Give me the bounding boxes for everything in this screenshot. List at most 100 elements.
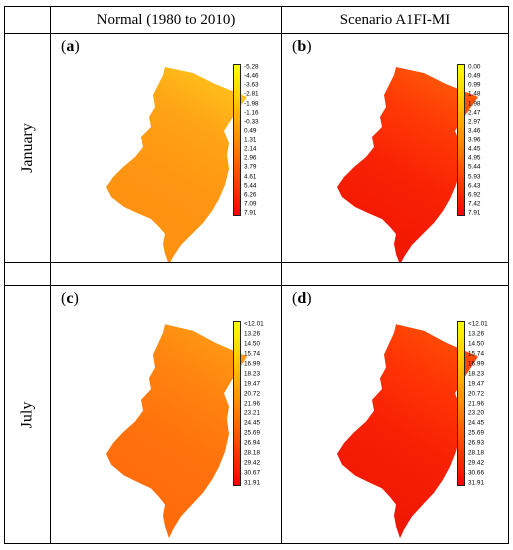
legend-tick-label: -1.16 (244, 109, 259, 117)
legend-tick-label: <12.01 (244, 320, 264, 328)
legend-tick-label: 16.99 (244, 360, 260, 368)
legend-tick-label: 1.48 (468, 90, 481, 98)
legend-tick-label: 3.79 (244, 163, 257, 171)
legend-tick-label: 6.43 (468, 182, 481, 190)
legend-tick-label: 1.98 (468, 100, 481, 107)
new-jersey-shape (106, 67, 247, 262)
new-jersey-shape (106, 324, 247, 539)
row-divider (5, 285, 508, 286)
legend-tick-label: 5.44 (468, 163, 481, 171)
row-label-january: January (18, 123, 36, 173)
legend-tick-label: 18.23 (244, 370, 260, 378)
legend-tick-label: 26.94 (244, 439, 260, 447)
legend-tick-label: 25.69 (244, 429, 260, 437)
legend-tick-label: <12.01 (468, 320, 488, 328)
panel-label: (c) (61, 290, 79, 307)
color-legend: 0.00 0.49 0.99 1.48 1.98 2.47 2.97 3.46 3.96 4.45… (457, 63, 501, 217)
legend-tick-label: 4.95 (468, 154, 481, 162)
legend-tick-label: -5.28 (244, 63, 259, 71)
legend-tick-label: 6.92 (468, 191, 481, 199)
new-jersey-shape (337, 324, 478, 539)
legend-tick-label: 4.45 (468, 145, 481, 153)
panel-label: (a) (61, 38, 80, 55)
legend-tick-label: -0.33 (244, 118, 259, 126)
legend-tick-label: 24.45 (468, 419, 484, 427)
legend-color-bar (233, 64, 241, 216)
legend-tick-label: 6.26 (244, 191, 257, 199)
legend-tick-label: 7.91 (244, 209, 257, 217)
legend-color-bar (457, 321, 465, 486)
legend-tick-label: 23.21 (244, 409, 260, 417)
state-map-svg (337, 324, 478, 539)
legend-tick-label: 13.26 (468, 330, 484, 338)
legend-tick-label: 26.93 (468, 439, 484, 447)
legend-tick-label: 14.50 (244, 340, 260, 348)
legend-tick-label: 28.18 (468, 449, 484, 457)
legend-tick-label: 28.18 (244, 449, 260, 457)
legend-tick-label: 24.45 (244, 419, 260, 427)
legend-tick-label: -3.63 (244, 81, 259, 89)
legend-tick-label: 29.42 (468, 459, 484, 467)
legend-tick-label: -2.81 (244, 90, 259, 98)
legend-tick-label: 23.20 (468, 409, 484, 417)
map-panel-d: (d) <12.01 13.26 14.50 15.74 16.99 18.23 19.47 2… (282, 286, 511, 543)
map-panel-c: (c) <12.01 13.26 14.50 15.74 16.99 18.23 19.47 2… (51, 286, 280, 543)
legend-tick-label: 21.96 (468, 400, 484, 407)
legend-tick-label: 30.67 (244, 469, 260, 477)
legend-tick-label: 7.42 (468, 200, 481, 208)
legend-tick-label: 5.93 (468, 173, 481, 180)
color-legend: <12.01 13.26 14.50 15.74 16.99 18.23 19.47 20.7… (233, 320, 277, 487)
map-panel-a: (a) -5.28 -4.46 -3.63 -2.81 -1.98 -1.16 -0.33 0.… (51, 34, 280, 262)
legend-tick-label: 21.96 (244, 400, 260, 407)
legend-tick-label: 2.14 (244, 145, 257, 153)
legend-tick-label: 18.23 (468, 370, 484, 378)
legend-tick-label: 19.47 (468, 380, 484, 388)
panel-label: (d) (292, 290, 312, 307)
legend-tick-label: 16.99 (468, 360, 484, 368)
column-header-scenario: Scenario A1FI-MI (339, 11, 451, 28)
legend-tick-label: 13.26 (244, 330, 260, 338)
state-map-svg (106, 324, 247, 539)
map-panel-b: (b) 0.00 0.49 0.99 1.48 1.98 2.47 2.97 3.46 3.96 4… (282, 34, 511, 262)
header-divider (5, 33, 508, 34)
column-header-normal: Normal (1980 to 2010) (96, 11, 236, 28)
legend-tick-label: 7.91 (468, 209, 481, 217)
state-map-svg (106, 67, 247, 262)
column-divider (50, 7, 51, 543)
legend-tick-label: 2.47 (468, 109, 481, 117)
figure-table: Normal (1980 to 2010) Scenario A1FI-MI J… (4, 6, 509, 544)
legend-tick-label: 3.46 (468, 127, 481, 135)
legend-tick-label: 14.50 (468, 340, 484, 348)
legend-tick-label: 5.44 (244, 182, 257, 190)
legend-tick-label: 20.72 (468, 390, 484, 398)
legend-color-bar (233, 321, 241, 486)
legend-tick-label: 2.96 (244, 154, 257, 162)
column-divider (281, 7, 282, 543)
row-divider (5, 262, 508, 263)
legend-tick-label: 0.49 (244, 127, 257, 135)
legend-tick-label: 0.49 (468, 72, 481, 80)
legend-tick-label: 29.42 (244, 459, 260, 467)
color-legend: -5.28 -4.46 -3.63 -2.81 -1.98 -1.16 -0.33 0.49 1… (233, 63, 277, 217)
legend-tick-label: 30.66 (468, 469, 484, 477)
legend-tick-label: 0.00 (468, 63, 481, 71)
legend-tick-label: 15.74 (468, 350, 484, 358)
color-legend: <12.01 13.26 14.50 15.74 16.99 18.23 19.47 20.7… (457, 320, 501, 487)
legend-color-bar (457, 64, 465, 216)
panel-label: (b) (292, 38, 312, 55)
legend-tick-label: 2.97 (468, 118, 481, 126)
legend-tick-label: 4.61 (244, 173, 257, 180)
legend-tick-label: 15.74 (244, 350, 260, 358)
new-jersey-shape (337, 67, 478, 262)
state-map-svg (337, 67, 478, 262)
legend-tick-label: -4.46 (244, 72, 259, 80)
legend-tick-label: 19.47 (244, 380, 260, 388)
legend-tick-label: 31.91 (244, 479, 260, 487)
legend-tick-label: 20.72 (244, 390, 260, 398)
legend-tick-label: 0.99 (468, 81, 481, 89)
legend-tick-label: 31.91 (468, 479, 484, 487)
legend-tick-label: 1.31 (244, 136, 257, 144)
legend-tick-label: 25.69 (468, 429, 484, 437)
row-label-july: July (18, 401, 36, 428)
legend-tick-label: -1.98 (244, 100, 259, 107)
